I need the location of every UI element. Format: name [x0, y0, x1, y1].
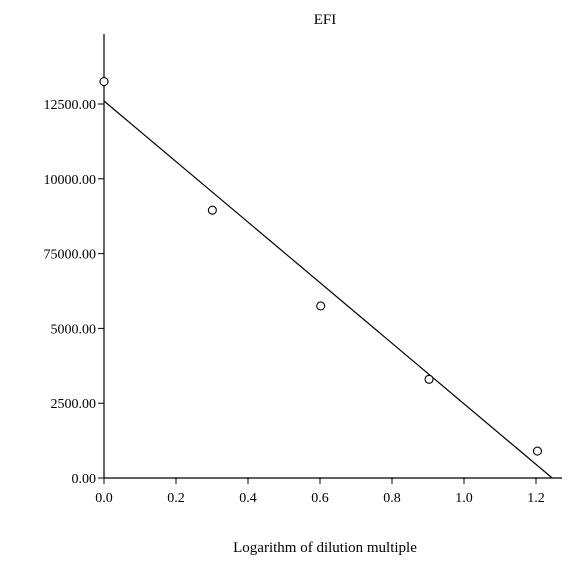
y-ticks: 0.00 2500.00 5000.00 75000.00 10000.00 12500.…	[44, 98, 104, 487]
x-tick-label: 0.4	[239, 491, 257, 506]
y-tick-label: 10000.00	[44, 173, 97, 188]
x-ticks: 0.0 0.2 0.4 0.6 0.8 1.0 1.2	[95, 478, 545, 506]
data-point	[316, 301, 326, 311]
x-axis-title: Logarithm of dilution multiple	[233, 540, 417, 556]
y-tick-label: 0.00	[72, 472, 97, 487]
y-tick-label: 5000.00	[51, 322, 97, 337]
y-tick-label: 12500.00	[44, 98, 97, 113]
y-tick-label: 75000.00	[44, 248, 97, 263]
data-point	[207, 205, 217, 215]
x-tick-label: 1.2	[527, 491, 545, 506]
fit-line	[103, 100, 553, 479]
x-tick-label: 0.0	[95, 491, 113, 506]
x-tick-label: 1.0	[455, 491, 473, 506]
chart-title: EFI	[314, 12, 337, 28]
x-tick-label: 0.6	[311, 491, 329, 506]
x-tick-label: 0.8	[383, 491, 401, 506]
data-point	[532, 446, 542, 456]
y-tick-label: 2500.00	[51, 397, 97, 412]
x-tick-label: 0.2	[167, 491, 185, 506]
data-points	[99, 77, 542, 456]
data-point	[99, 77, 109, 87]
data-point	[424, 374, 434, 384]
fit-lines	[103, 100, 553, 479]
